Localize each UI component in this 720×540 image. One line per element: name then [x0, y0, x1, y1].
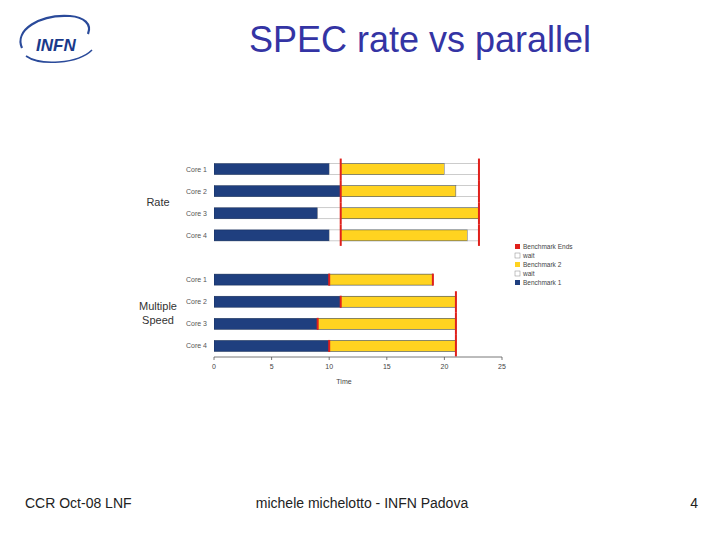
bar-segment: [341, 296, 456, 307]
bar-segment: [329, 164, 341, 175]
end-marker: [328, 274, 330, 286]
page-number: 4: [690, 495, 698, 511]
x-axis: 0 5 10 15 20 25 Time: [212, 357, 506, 385]
category-label: Core 4: [186, 342, 207, 349]
bar-segment: [467, 230, 479, 241]
bar-segment: [214, 230, 329, 241]
tick-label: 20: [441, 363, 449, 370]
end-marker: [455, 313, 457, 335]
bar-segment: [432, 274, 433, 285]
logo-text: INFN: [36, 36, 76, 55]
tick: [444, 357, 445, 360]
group-label-line: Speed: [142, 314, 174, 326]
category-label: Core 2: [186, 188, 207, 195]
tick-label: 0: [212, 363, 216, 370]
legend-swatch: [515, 280, 520, 285]
tick-label: 5: [270, 363, 274, 370]
end-marker: [478, 180, 480, 202]
bar-segment: [214, 274, 329, 285]
end-marker: [478, 202, 480, 224]
footer-left: CCR Oct-08 LNF: [25, 495, 132, 511]
bar-segment: [329, 274, 330, 285]
bar-segment: [340, 296, 341, 307]
bar-segment: [214, 208, 318, 219]
legend-label: Benchmark 1: [523, 279, 562, 286]
group-label-line: Rate: [146, 196, 169, 208]
group-label: Rate: [146, 196, 169, 208]
chart: 0510152025TimeCore 1Core 2Core 3Core 4Co…: [139, 159, 573, 385]
legend: Benchmark Ends wait Benchmark 2 wait Benchma…: [515, 243, 573, 286]
legend-swatch: [515, 253, 520, 258]
end-marker: [340, 224, 342, 246]
end-marker: [340, 159, 342, 181]
end-marker: [328, 340, 330, 352]
tick-label: 10: [325, 363, 333, 370]
title: SPEC rate vs parallel: [249, 19, 591, 60]
group-label-line: Multiple: [139, 300, 177, 312]
bar-segment: [214, 186, 341, 197]
tick: [271, 357, 272, 360]
slide: INFN SPEC rate vs parallel CCR Oct-08 LNF m…: [0, 0, 720, 540]
category-label: Core 1: [186, 166, 207, 173]
bar-segment: [329, 274, 433, 285]
bar-segment: [341, 164, 445, 175]
end-marker: [340, 296, 342, 308]
bar-segment: [341, 186, 456, 197]
tick: [329, 357, 330, 360]
axis-line: [214, 357, 502, 358]
end-marker: [455, 335, 457, 357]
bar-segment: [456, 186, 479, 197]
bar-segment: [341, 208, 479, 219]
end-marker: [340, 202, 342, 224]
tick: [386, 357, 387, 360]
bar-segment: [214, 318, 318, 329]
footer-center: michele michelotto - INFN Padova: [256, 495, 469, 511]
tick-label: 15: [383, 363, 391, 370]
bar-segment: [318, 208, 341, 219]
end-marker: [340, 180, 342, 202]
bars: [214, 159, 480, 357]
bar-segment: [329, 340, 330, 351]
axis-label: Time: [336, 378, 351, 385]
bar-segment: [317, 318, 318, 329]
background: [0, 0, 720, 540]
category-label: Core 2: [186, 298, 207, 305]
tick-label: 25: [498, 363, 506, 370]
end-marker: [432, 274, 434, 286]
end-marker: [478, 159, 480, 181]
legend-label: wait: [522, 252, 535, 259]
logo: INFN: [21, 16, 92, 62]
legend-label: wait: [522, 270, 535, 277]
category-labels: Core 1 Core 2 Core 3 Core 4 Core 1 Core 2 Core…: [186, 166, 207, 350]
legend-label: Benchmark 2: [523, 261, 562, 268]
category-label: Core 1: [186, 276, 207, 283]
bar-segment: [329, 230, 341, 241]
legend-label: Benchmark Ends: [523, 243, 573, 250]
bar-segment: [318, 318, 456, 329]
bar-segment: [444, 164, 479, 175]
end-marker: [478, 224, 480, 246]
legend-swatch: [515, 262, 520, 267]
bar-segment: [214, 164, 329, 175]
group-label: Multiple Speed: [139, 300, 177, 326]
legend-swatch: [515, 244, 520, 249]
bar-segment: [329, 340, 456, 351]
category-label: Core 3: [186, 320, 207, 327]
legend-swatch: [515, 271, 520, 276]
bar-segment: [214, 296, 341, 307]
category-label: Core 3: [186, 210, 207, 217]
bar-segment: [214, 340, 329, 351]
tick: [214, 357, 215, 360]
bar-segment: [341, 230, 468, 241]
group-labels: Rate Multiple Speed: [139, 196, 177, 326]
tick: [502, 357, 503, 360]
category-label: Core 4: [186, 232, 207, 239]
end-marker: [317, 318, 319, 330]
end-marker: [455, 291, 457, 313]
